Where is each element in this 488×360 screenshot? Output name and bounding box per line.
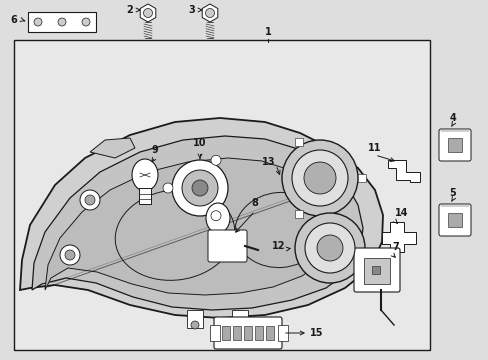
Bar — [447, 213, 461, 227]
Polygon shape — [202, 4, 217, 22]
Circle shape — [236, 321, 244, 329]
FancyBboxPatch shape — [214, 317, 282, 349]
Text: 1: 1 — [264, 27, 271, 37]
Ellipse shape — [132, 159, 158, 191]
Circle shape — [182, 170, 218, 206]
Text: 9: 9 — [151, 145, 158, 155]
Circle shape — [305, 223, 354, 273]
Text: 14: 14 — [394, 208, 407, 218]
Circle shape — [191, 321, 199, 329]
Circle shape — [192, 180, 207, 196]
Bar — [363, 258, 389, 284]
Bar — [294, 210, 303, 219]
Circle shape — [163, 183, 173, 193]
Text: 2: 2 — [126, 5, 133, 15]
Circle shape — [80, 190, 100, 210]
Bar — [357, 174, 365, 182]
Bar — [14, 40, 429, 350]
Bar — [209, 325, 220, 341]
Circle shape — [34, 18, 42, 26]
Text: 13: 13 — [261, 157, 274, 167]
Circle shape — [210, 155, 221, 165]
Circle shape — [210, 211, 221, 221]
Text: 7: 7 — [391, 242, 398, 252]
Text: 6: 6 — [11, 15, 18, 25]
Text: 11: 11 — [367, 143, 381, 153]
Circle shape — [58, 18, 66, 26]
Text: 3: 3 — [188, 5, 195, 15]
Text: 5: 5 — [448, 188, 455, 198]
Circle shape — [85, 195, 95, 205]
Circle shape — [304, 162, 335, 194]
Bar — [222, 326, 229, 340]
Polygon shape — [140, 4, 156, 22]
Bar — [244, 326, 251, 340]
FancyBboxPatch shape — [207, 230, 246, 262]
Bar — [265, 326, 273, 340]
Text: 15: 15 — [309, 328, 323, 338]
Bar — [447, 138, 461, 152]
Polygon shape — [32, 136, 362, 310]
Text: 10: 10 — [193, 138, 206, 148]
Circle shape — [205, 9, 214, 18]
Circle shape — [172, 160, 227, 216]
FancyBboxPatch shape — [438, 129, 470, 161]
Circle shape — [294, 213, 364, 283]
Circle shape — [291, 150, 347, 206]
Bar — [231, 310, 247, 328]
Bar — [28, 12, 96, 32]
Polygon shape — [45, 158, 335, 295]
Polygon shape — [387, 160, 419, 182]
Polygon shape — [20, 118, 382, 318]
Bar — [254, 326, 263, 340]
Polygon shape — [90, 138, 135, 158]
Polygon shape — [381, 222, 415, 252]
Bar — [371, 266, 379, 274]
Bar — [186, 310, 203, 328]
Circle shape — [282, 140, 357, 216]
Bar — [139, 188, 151, 204]
Circle shape — [143, 9, 152, 18]
Text: 12: 12 — [271, 241, 285, 251]
Text: 8: 8 — [251, 198, 258, 208]
Circle shape — [60, 245, 80, 265]
Ellipse shape — [205, 203, 229, 233]
FancyBboxPatch shape — [438, 204, 470, 236]
Text: 4: 4 — [448, 113, 455, 123]
Circle shape — [316, 235, 342, 261]
Bar — [294, 138, 303, 146]
Circle shape — [82, 18, 90, 26]
Bar — [232, 326, 241, 340]
Bar — [278, 325, 287, 341]
Circle shape — [65, 250, 75, 260]
FancyBboxPatch shape — [353, 248, 399, 292]
